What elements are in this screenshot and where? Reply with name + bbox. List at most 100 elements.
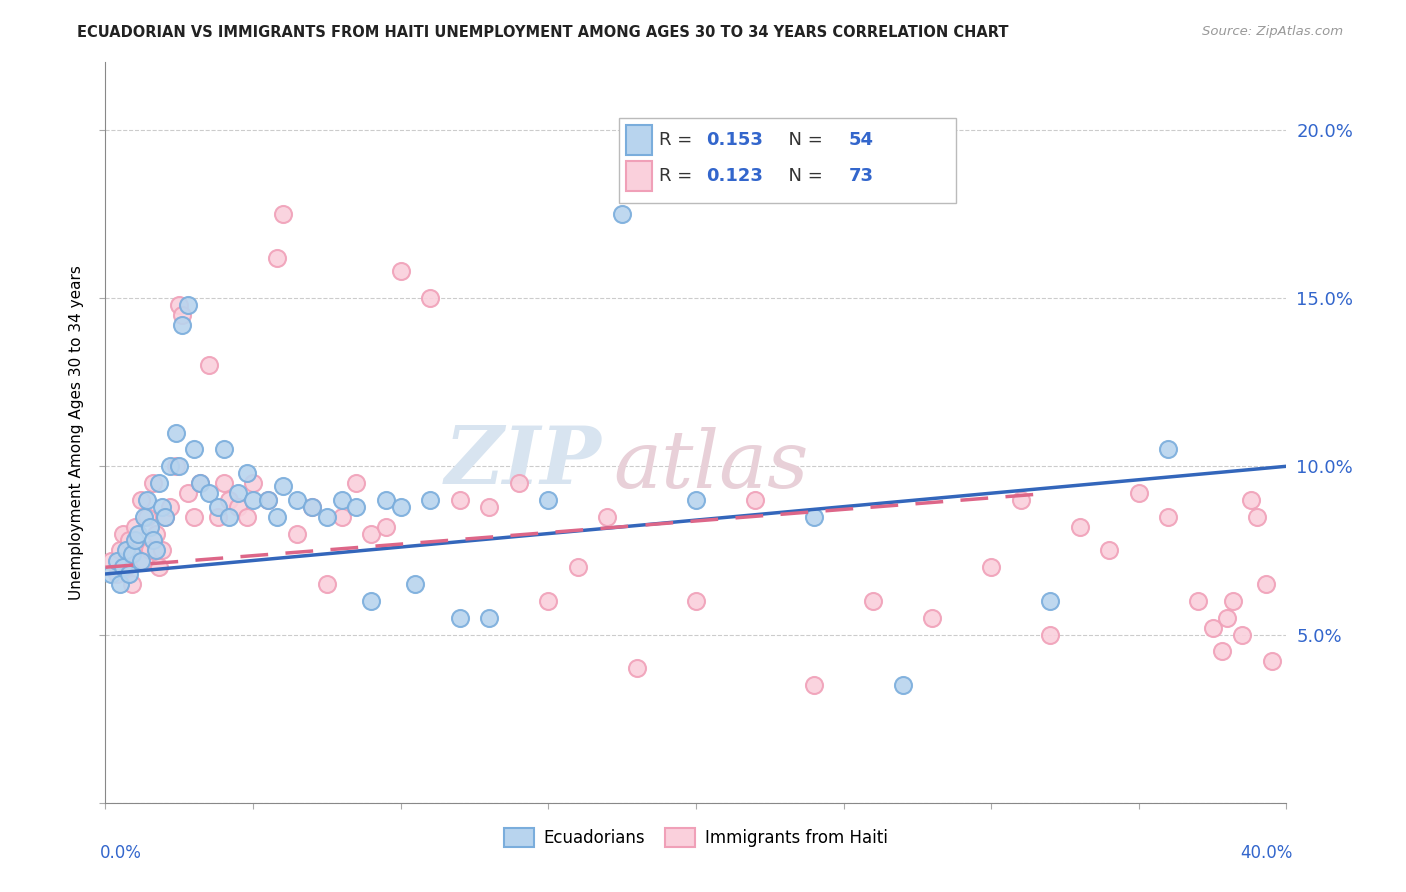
Point [301, 500, 323, 514]
Point [1211, 644, 1233, 658]
Point [315, 577, 337, 591]
Point [148, 476, 170, 491]
Point [218, 509, 240, 524]
Point [169, 298, 191, 312]
Point [183, 509, 205, 524]
Point [980, 560, 1002, 574]
Point [142, 533, 165, 548]
Point [135, 509, 157, 524]
Point [508, 476, 530, 491]
Point [121, 577, 143, 591]
Point [685, 492, 707, 507]
Point [142, 476, 165, 491]
Point [685, 594, 707, 608]
Point [1216, 610, 1239, 624]
Point [124, 533, 146, 548]
Point [177, 486, 200, 500]
Point [132, 509, 155, 524]
Point [537, 594, 560, 608]
Text: 0.0%: 0.0% [100, 844, 142, 862]
Point [145, 526, 167, 541]
Point [112, 526, 135, 541]
Point [257, 492, 280, 507]
Point [197, 359, 219, 373]
Text: Source: ZipAtlas.com: Source: ZipAtlas.com [1202, 25, 1343, 38]
Point [207, 509, 229, 524]
Point [862, 594, 884, 608]
Text: 0.123: 0.123 [707, 167, 763, 185]
Point [218, 492, 240, 507]
Point [287, 492, 309, 507]
Point [177, 298, 200, 312]
Point [228, 486, 250, 500]
Point [360, 526, 382, 541]
Text: ZIP: ZIP [444, 424, 602, 501]
Point [1098, 543, 1121, 558]
Point [1039, 627, 1062, 641]
Text: 73: 73 [848, 167, 873, 185]
Point [242, 492, 264, 507]
Point [145, 543, 167, 558]
Point [419, 291, 441, 305]
Point [287, 526, 309, 541]
Point [188, 476, 211, 491]
Point [301, 500, 323, 514]
Point [105, 566, 128, 581]
Point [172, 318, 194, 332]
Point [626, 661, 648, 675]
Point [165, 459, 187, 474]
Legend: Ecuadorians, Immigrants from Haiti: Ecuadorians, Immigrants from Haiti [498, 822, 894, 854]
Point [315, 509, 337, 524]
Point [165, 425, 187, 440]
Point [271, 479, 294, 493]
Y-axis label: Unemployment Among Ages 30 to 34 years: Unemployment Among Ages 30 to 34 years [69, 265, 84, 600]
Point [121, 547, 143, 561]
Point [389, 500, 412, 514]
Point [132, 553, 155, 567]
Point [127, 526, 149, 541]
Text: N =: N = [778, 167, 830, 185]
Point [346, 476, 368, 491]
Point [207, 500, 229, 514]
Point [330, 509, 353, 524]
Point [478, 610, 501, 624]
Point [110, 543, 132, 558]
Point [115, 560, 138, 574]
Point [183, 442, 205, 457]
Point [360, 594, 382, 608]
Point [1157, 509, 1180, 524]
Point [105, 553, 128, 567]
Point [148, 560, 170, 574]
Point [803, 509, 825, 524]
Point [921, 610, 943, 624]
Point [150, 500, 173, 514]
Point [1222, 594, 1244, 608]
Point [419, 492, 441, 507]
Text: atlas: atlas [613, 427, 808, 505]
Point [169, 459, 191, 474]
Point [138, 520, 162, 534]
Point [1201, 621, 1223, 635]
Point [803, 678, 825, 692]
Point [110, 577, 132, 591]
Point [1069, 520, 1091, 534]
Text: 0.153: 0.153 [707, 131, 763, 149]
Point [389, 264, 412, 278]
Point [449, 492, 471, 507]
Point [1232, 627, 1254, 641]
Point [1254, 577, 1277, 591]
Point [129, 492, 152, 507]
Point [257, 492, 280, 507]
Point [150, 543, 173, 558]
Point [228, 500, 250, 514]
Point [266, 251, 288, 265]
Point [212, 442, 235, 457]
Point [567, 560, 589, 574]
Point [118, 566, 141, 581]
Point [124, 520, 146, 534]
Point [271, 207, 294, 221]
Point [236, 466, 259, 480]
Point [330, 492, 353, 507]
Point [138, 543, 162, 558]
Text: 40.0%: 40.0% [1240, 844, 1292, 862]
